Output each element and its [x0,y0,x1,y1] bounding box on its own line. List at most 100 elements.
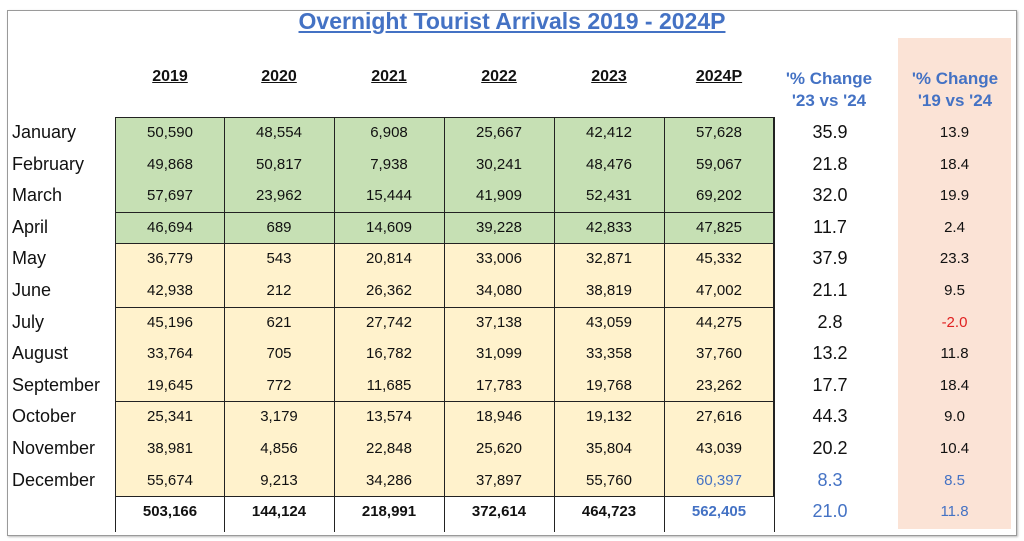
value-cell-2022: 17,783 [476,376,522,394]
table-row: October 25,341 3,179 13,574 18,946 19,132 27,6… [0,401,1024,433]
value-cell-2020: 9,213 [260,471,298,489]
value-cell-2019: 42,938 [147,282,193,299]
value-cell-2024P: 45,332 [696,250,742,268]
value-cell-2022: 37,897 [476,471,522,489]
value-cell-2024P: 562,405 [691,503,747,521]
value-cell-2020: 144,124 [251,503,307,521]
table-row: February 49,868 50,817 7,938 30,241 48,476 59,… [0,149,1024,181]
value-cell-2020: 543 [266,250,292,268]
change-19-vs-24: 9.5 [944,282,965,299]
value-cell-2024P: 44,275 [696,313,742,331]
column-header-2024P: 2024P [695,68,743,85]
change-19-vs-24: 11.8 [940,503,969,521]
column-divider [664,117,665,532]
value-cell-2023: 55,760 [586,471,632,489]
change-23-vs-24: 13.2 [812,343,848,364]
change-header-1: '% Change '19 vs '24 [895,68,1015,112]
month-label: September [12,374,101,395]
change-header-line2: '23 vs '24 [791,91,867,110]
value-cell-2020: 212 [266,282,292,299]
value-cell-2021: 7,938 [370,155,408,173]
value-cell-2021: 218,991 [361,503,417,521]
value-cell-2023: 32,871 [586,250,632,268]
month-label: October [12,406,77,427]
value-cell-2022: 33,006 [476,250,522,268]
value-cell-2022: 372,614 [471,503,527,521]
table-row: September 19,645 772 11,685 17,783 19,768 23,2… [0,370,1024,402]
value-cell-2020: 50,817 [256,155,302,173]
value-cell-2023: 52,431 [586,187,632,205]
value-cell-2019: 55,674 [147,471,193,489]
table-row: March 57,697 23,962 15,444 41,909 52,431 69,20… [0,180,1024,212]
change-19-vs-24: 19.9 [939,187,970,205]
value-cell-2023: 38,819 [586,282,632,299]
change-23-vs-24: 20.2 [812,438,848,458]
value-cell-2020: 48,554 [256,124,302,141]
month-label: April [12,216,49,237]
table-row: December 55,674 9,213 34,286 37,897 55,760 60,… [0,465,1024,497]
change-19-vs-24-column-bg [898,38,1011,529]
table-frame [7,10,1017,536]
table-row: July 45,196 621 27,742 37,138 43,059 44,275 2.8… [0,307,1024,339]
column-header-2023: 2023 [591,68,627,85]
column-divider [115,117,116,532]
change-23-vs-24: 32.0 [812,185,848,206]
value-cell-2023: 464,723 [581,503,637,521]
value-cell-2023: 48,476 [586,155,632,173]
value-cell-2022: 34,080 [476,282,522,299]
value-cell-2024P: 69,202 [696,187,742,205]
table-row: August 33,764 705 16,782 31,099 33,358 37,760 1… [0,338,1024,370]
value-cell-2024P: 27,616 [696,408,742,426]
value-cell-2024P: 47,825 [696,218,742,236]
value-cell-2024P: 60,397 [696,471,742,489]
change-23-vs-24: 35.9 [812,122,848,142]
change-19-vs-24: 2.4 [944,218,965,236]
change-23-vs-24: 21.1 [812,280,848,300]
change-23-vs-24: 44.3 [812,406,848,427]
value-cell-2022: 31,099 [476,345,522,363]
value-cell-2019: 50,590 [147,124,193,141]
value-cell-2024P: 47,002 [696,282,742,299]
value-cell-2019: 33,764 [147,345,193,363]
value-cell-2022: 25,667 [476,124,522,141]
month-label: March [12,185,63,206]
value-cell-2020: 23,962 [256,187,302,205]
value-cell-2023: 19,768 [586,376,632,394]
change-19-vs-24: 11.8 [940,345,969,363]
column-divider [444,117,445,532]
change-23-vs-24: 21.8 [812,153,848,174]
total-row: 503,166 144,124 218,991 372,614 464,723 562,4… [0,496,1024,528]
value-cell-2021: 27,742 [366,313,412,331]
month-label: December [12,469,96,490]
column-header-2019: 2019 [152,68,188,85]
change-19-vs-24: 9.0 [944,408,965,426]
value-cell-2023: 19,132 [586,408,632,426]
change-19-vs-24: 8.5 [944,471,965,489]
value-cell-2021: 34,286 [366,471,412,489]
column-divider [224,117,225,532]
column-header-2022: 2022 [481,68,517,85]
value-cell-2022: 18,946 [476,408,522,426]
month-label: June [12,280,52,300]
value-cell-2019: 49,868 [147,155,193,173]
change-23-vs-24: 17.7 [812,374,848,395]
value-cell-2020: 705 [266,345,292,363]
column-divider [554,117,555,532]
month-label: January [12,122,77,142]
table-row: May 36,779 543 20,814 33,006 32,871 45,332 37.9… [0,243,1024,275]
change-23-vs-24: 2.8 [817,311,843,332]
month-label: November [12,438,96,458]
value-cell-2019: 19,645 [147,376,193,394]
page-title: Overnight Tourist Arrivals 2019 - 2024P [298,8,726,34]
value-cell-2022: 25,620 [476,440,522,457]
value-cell-2019: 25,341 [147,408,193,426]
value-cell-2021: 13,574 [366,408,412,426]
value-cell-2021: 15,444 [366,187,412,205]
month-label: August [12,343,69,364]
value-cell-2024P: 57,628 [696,124,742,141]
value-cell-2023: 33,358 [586,345,632,363]
change-header-line1: '% Change [911,69,999,88]
change-23-vs-24: 8.3 [817,469,843,490]
column-header-2020: 2020 [261,68,297,85]
change-19-vs-24: 18.4 [939,376,970,394]
